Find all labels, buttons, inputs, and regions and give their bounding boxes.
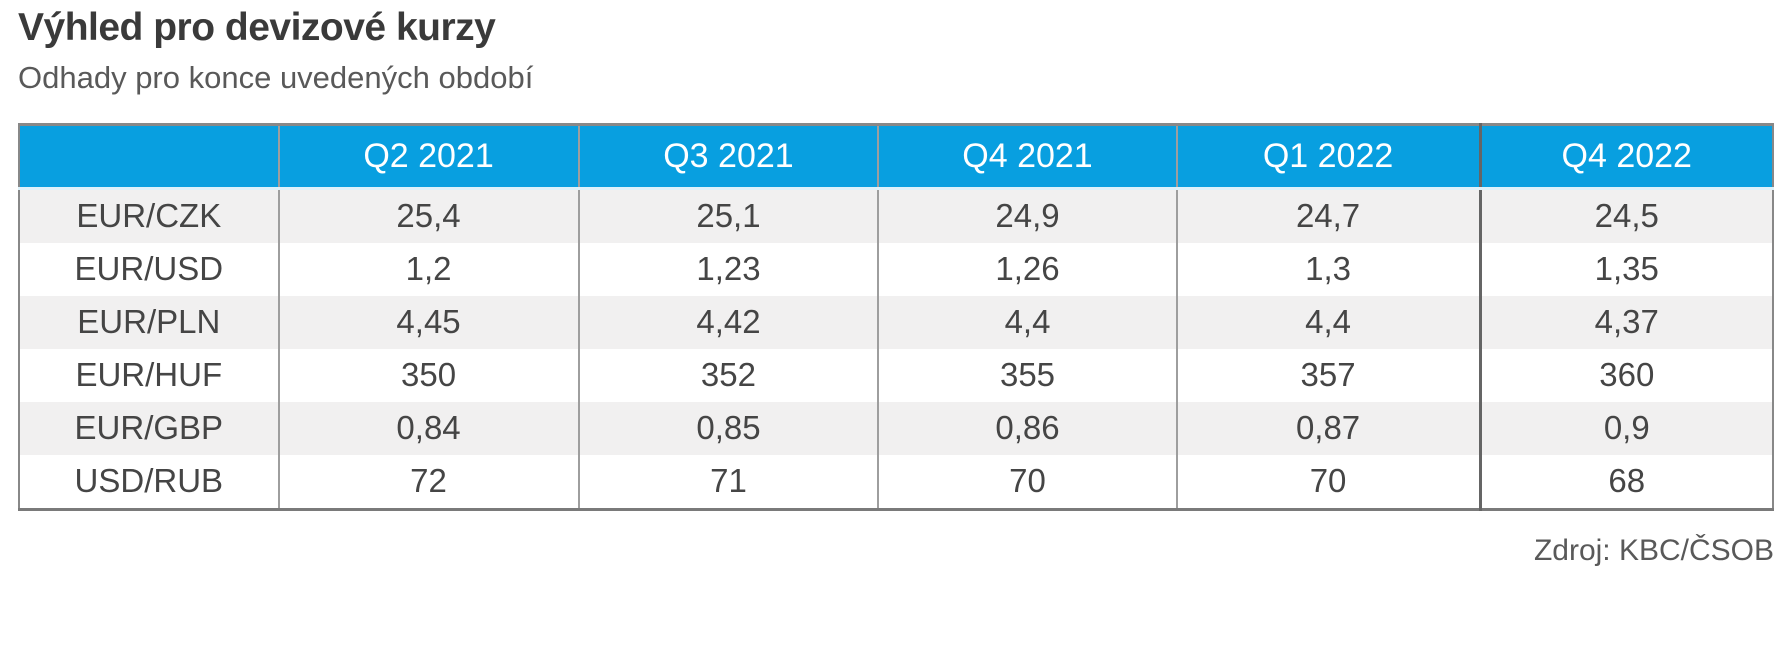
source-note: Zdroj: KBC/ČSOB: [1533, 533, 1774, 567]
table-row: EUR/USD 1,2 1,23 1,26 1,3 1,35: [19, 242, 1773, 296]
table-cell: 1,23: [577, 242, 879, 296]
table-cell: 24,7: [1175, 188, 1481, 243]
row-label: EUR/CZK: [19, 188, 279, 243]
table-cell: 4,4: [877, 295, 1177, 349]
table-cell: 71: [577, 454, 879, 510]
column-header: Q4 2021: [877, 124, 1177, 190]
table-row: EUR/GBP 0,84 0,85 0,86 0,87 0,9: [19, 401, 1773, 455]
column-header: Q4 2022: [1478, 124, 1773, 190]
table-cell: 25,1: [577, 188, 879, 243]
table-cell: 24,9: [877, 188, 1177, 243]
table-cell: 24,5: [1478, 188, 1773, 243]
table-row: EUR/CZK 25,4 25,1 24,9 24,7 24,5: [19, 188, 1773, 243]
table-cell: 1,2: [277, 242, 579, 296]
table-cell: 4,4: [1175, 295, 1481, 349]
row-label: EUR/GBP: [19, 401, 279, 455]
table-cell: 70: [877, 454, 1177, 510]
table-cell: 350: [277, 348, 579, 402]
table-cell: 68: [1478, 454, 1773, 510]
table-cell: 0,84: [277, 401, 579, 455]
table-cell: 1,26: [877, 242, 1177, 296]
row-label: EUR/HUF: [19, 348, 279, 402]
table-cell: 355: [877, 348, 1177, 402]
table-header-row: Q2 2021 Q3 2021 Q4 2021 Q1 2022 Q4 2022: [19, 124, 1773, 190]
column-header: Q2 2021: [277, 124, 579, 190]
table-cell: 352: [577, 348, 879, 402]
table-cell: 0,9: [1478, 401, 1773, 455]
table-cell: 4,45: [277, 295, 579, 349]
table-row: USD/RUB 72 71 70 70 68: [19, 454, 1773, 510]
table-row: EUR/PLN 4,45 4,42 4,4 4,4 4,37: [19, 295, 1773, 349]
table-cell: 360: [1478, 348, 1773, 402]
table-cell: 70: [1175, 454, 1481, 510]
table-cell: 4,37: [1478, 295, 1773, 349]
page-subtitle: Odhady pro konce uvedených období: [18, 59, 534, 95]
table-cell: 4,42: [577, 295, 879, 349]
row-label: EUR/PLN: [19, 295, 279, 349]
column-header: Q3 2021: [577, 124, 879, 190]
row-label: USD/RUB: [19, 454, 279, 510]
table-row: EUR/HUF 350 352 355 357 360: [19, 348, 1773, 402]
corner-header-cell: [19, 124, 279, 190]
table-cell: 357: [1175, 348, 1481, 402]
table-cell: 72: [277, 454, 579, 510]
page-title: Výhled pro devizové kurzy: [18, 6, 496, 49]
column-header: Q1 2022: [1175, 124, 1481, 190]
table-cell: 0,85: [577, 401, 879, 455]
table-cell: 25,4: [277, 188, 579, 243]
row-label: EUR/USD: [19, 242, 279, 296]
table-cell: 1,3: [1175, 242, 1481, 296]
table-cell: 1,35: [1478, 242, 1773, 296]
forecast-table: Q2 2021 Q3 2021 Q4 2021 Q1 2022 Q4 2022 EUR/…: [18, 122, 1774, 511]
table-cell: 0,86: [877, 401, 1177, 455]
table-cell: 0,87: [1175, 401, 1481, 455]
table-body: EUR/CZK 25,4 25,1 24,9 24,7 24,5 EUR/USD 1,2 1,2…: [19, 188, 1773, 510]
